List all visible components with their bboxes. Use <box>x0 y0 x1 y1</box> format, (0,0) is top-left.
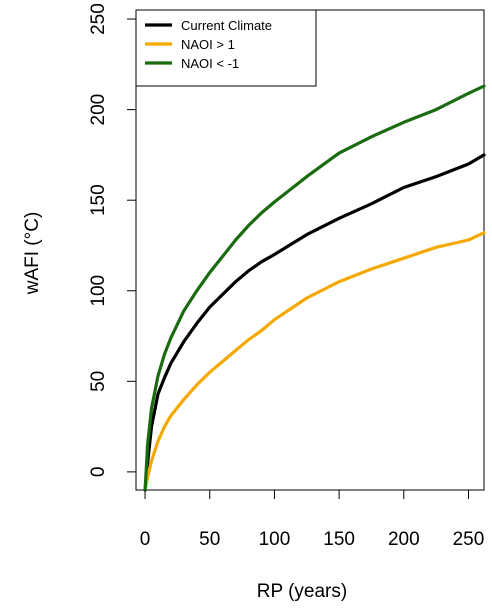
x-tick-label: 50 <box>199 529 220 550</box>
series-line <box>143 231 486 492</box>
x-tick-label: 200 <box>388 529 420 550</box>
x-tick-label: 0 <box>140 529 151 550</box>
y-tick-label: 250 <box>88 3 109 35</box>
y-axis: 0 50 100 150 200 250 <box>88 3 136 477</box>
x-tick-label: 100 <box>259 529 291 550</box>
x-tick-label: 250 <box>453 529 485 550</box>
y-tick-label: 0 <box>88 467 109 478</box>
series-line <box>143 84 486 492</box>
legend-box <box>135 9 317 87</box>
legend-label: NAOI < -1 <box>181 56 239 71</box>
legend: Current Climate NAOI > 1 NAOI < -1 <box>135 9 317 87</box>
y-tick-label: 50 <box>88 371 109 392</box>
x-tick-label: 150 <box>323 529 355 550</box>
series-line <box>143 153 486 492</box>
legend-label: NAOI > 1 <box>181 37 235 52</box>
y-tick-label: 150 <box>88 184 109 216</box>
y-tick-label: 100 <box>88 275 109 307</box>
x-axis: 0 50 100 150 200 250 <box>140 490 485 550</box>
y-axis-label: wAFI (°C) <box>22 212 43 296</box>
y-tick-label: 200 <box>88 94 109 126</box>
legend-label: Current Climate <box>181 18 272 33</box>
x-axis-label: RP (years) <box>257 581 347 602</box>
series-layer <box>143 84 486 492</box>
